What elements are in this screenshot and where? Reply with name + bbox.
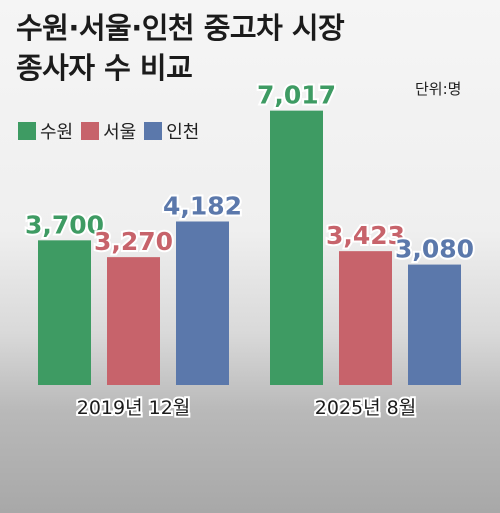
- legend-swatch-seoul: [81, 122, 100, 140]
- legend: 수원 서울 인천: [18, 118, 199, 144]
- value-label-suwon-0: 3,700: [25, 210, 104, 239]
- chart-title-line2: 종사자 수 비교: [16, 51, 193, 85]
- value-label-seoul-0: 3,270: [94, 227, 173, 256]
- bars-group: [38, 110, 461, 385]
- legend-label-suwon: 수원: [40, 122, 74, 143]
- bar-suwon-0: [38, 240, 91, 385]
- bar-seoul-0: [107, 257, 160, 385]
- legend-label-seoul: 서울: [103, 122, 137, 143]
- bar-incheon-0: [176, 221, 229, 385]
- bar-incheon-1: [408, 264, 461, 385]
- value-label-incheon-0: 4,182: [163, 191, 242, 220]
- chart-title-line1: 수원·서울·인천 중고차 시장: [16, 11, 345, 45]
- legend-item-incheon: 인천: [144, 118, 199, 144]
- value-label-suwon-1: 7,017: [257, 81, 336, 110]
- legend-item-seoul: 서울: [81, 118, 136, 144]
- legend-label-incheon: 인천: [166, 122, 200, 143]
- legend-item-suwon: 수원: [18, 118, 73, 144]
- bar-seoul-1: [339, 251, 392, 385]
- value-label-incheon-1: 3,080: [395, 235, 474, 264]
- unit-label: 단위:명: [415, 80, 462, 98]
- bar-suwon-1: [270, 110, 323, 385]
- x-label-0: 2019년 12월: [77, 397, 191, 419]
- legend-swatch-incheon: [144, 122, 163, 140]
- x-labels-group: 2019년 12월 2025년 8월: [75, 395, 418, 421]
- legend-swatch-suwon: [18, 122, 36, 140]
- x-label-1: 2025년 8월: [315, 397, 416, 419]
- value-label-seoul-1: 3,423: [326, 221, 405, 250]
- chart-title: 수원·서울·인천 중고차 시장 종사자 수 비교: [16, 8, 345, 88]
